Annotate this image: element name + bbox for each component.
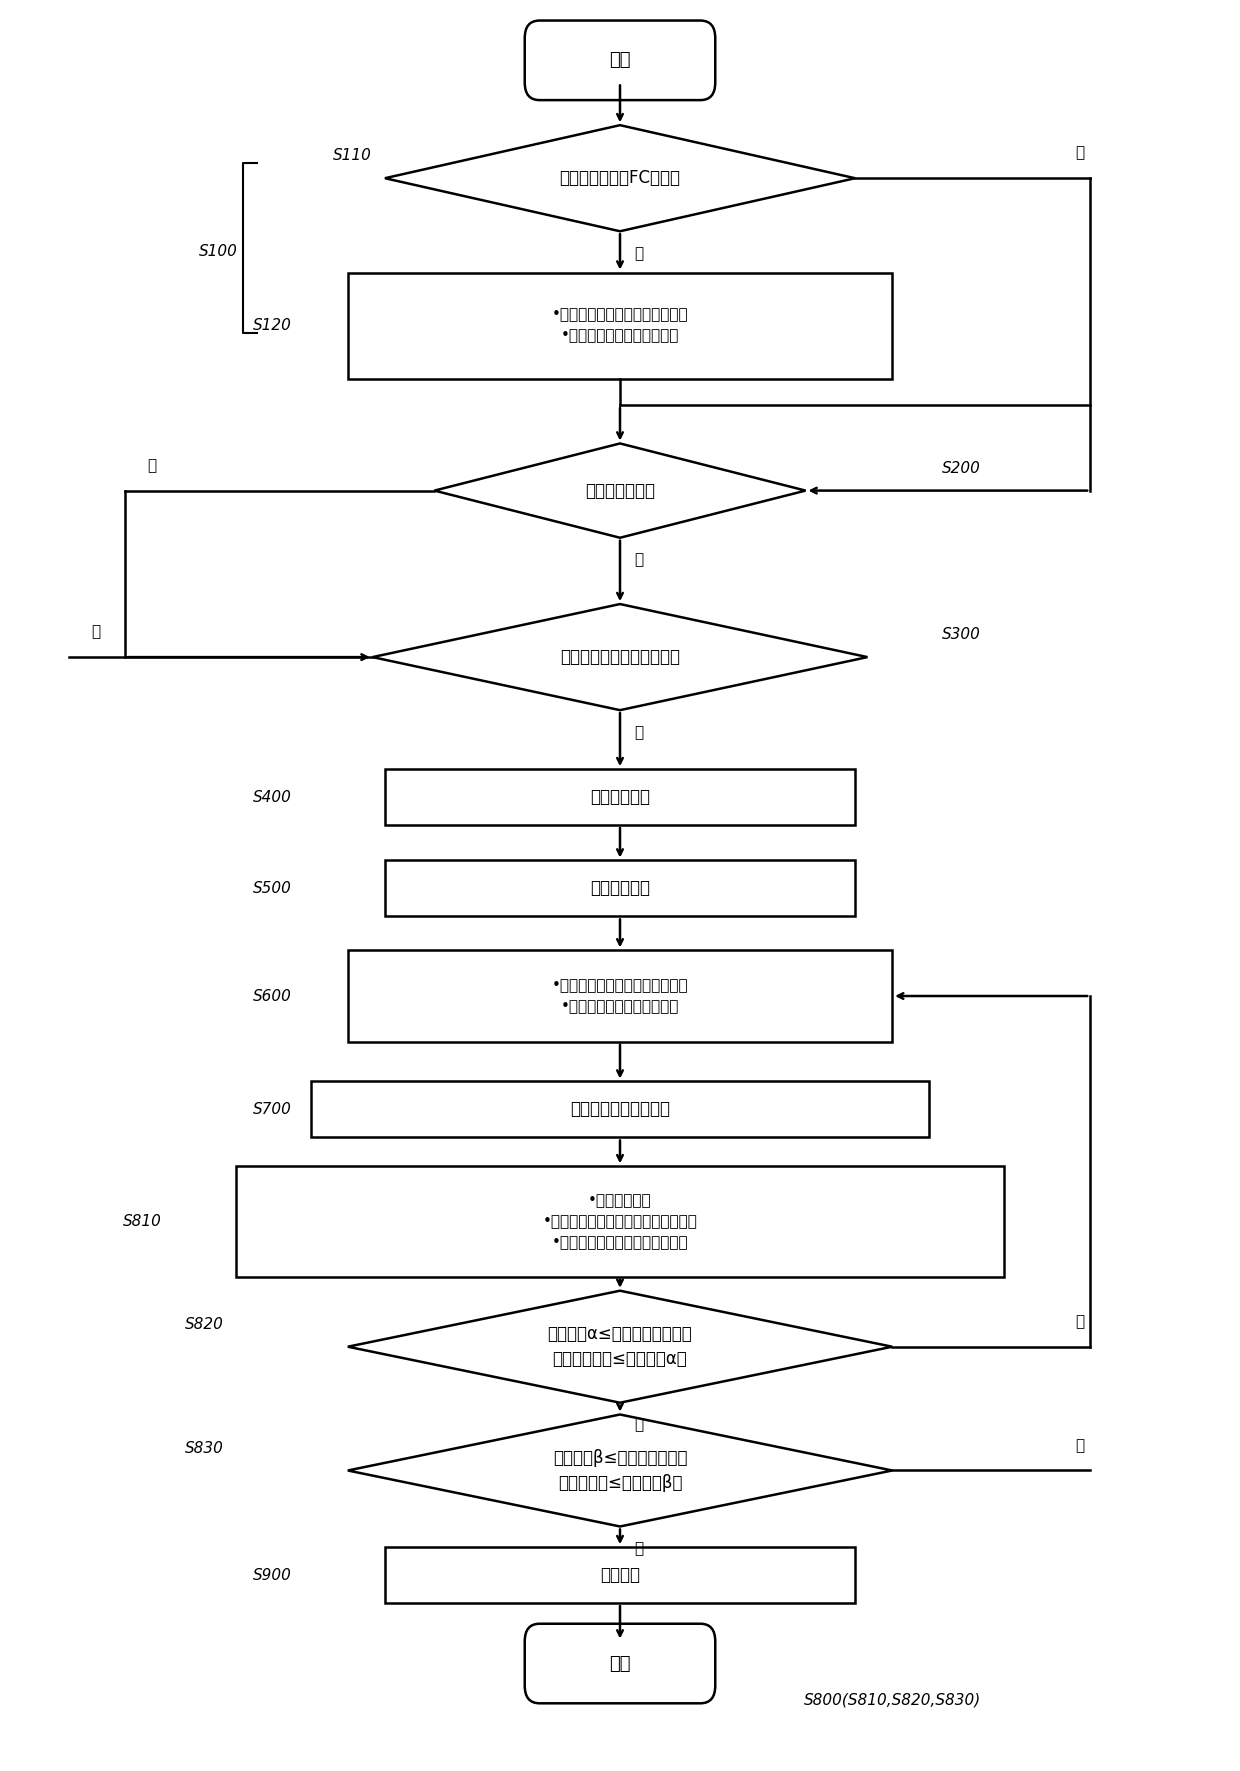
Text: 结束: 结束 <box>609 1654 631 1672</box>
Text: 阻断空气供应: 阻断空气供应 <box>590 788 650 806</box>
Text: 外部空气温度＜结冰温度？: 外部空气温度＜结冰温度？ <box>560 648 680 666</box>
Text: S830: S830 <box>185 1442 224 1456</box>
Text: 是: 是 <box>634 246 644 260</box>
Text: 否: 否 <box>1075 145 1084 161</box>
Text: S820: S820 <box>185 1318 224 1332</box>
FancyBboxPatch shape <box>525 1624 715 1704</box>
Text: •计算电池电压减小时间的参考值
•计算电池电压偏差的参考值: •计算电池电压减小时间的参考值 •计算电池电压偏差的参考值 <box>552 308 688 344</box>
Bar <box>237 1167 1003 1277</box>
Polygon shape <box>347 1291 893 1403</box>
Text: •计算电池电压减小时间的当前值
•计算电池电压偏差的当前值: •计算电池电压减小时间的当前值 •计算电池电压偏差的当前值 <box>552 978 688 1015</box>
Text: •阻断空气供应
•计算电池电压减小时间的再次估计值
•计算电池电压偏差的再次估计值: •阻断空气供应 •计算电池电压减小时间的再次估计值 •计算电池电压偏差的再次估计… <box>543 1194 697 1250</box>
Polygon shape <box>384 126 856 232</box>
Text: 是: 是 <box>634 1541 644 1557</box>
Bar <box>347 273 893 379</box>
Text: 是: 是 <box>634 553 644 567</box>
Text: S120: S120 <box>253 319 293 333</box>
Text: 是: 是 <box>634 724 644 740</box>
Bar <box>384 1548 856 1603</box>
Text: 否: 否 <box>92 625 100 639</box>
Polygon shape <box>372 604 868 710</box>
Text: S810: S810 <box>123 1213 162 1229</box>
Text: S900: S900 <box>253 1567 293 1583</box>
Text: S110: S110 <box>334 149 372 163</box>
Text: 启动之后的第一FC停止？: 启动之后的第一FC停止？ <box>559 170 681 188</box>
Text: S400: S400 <box>253 790 293 804</box>
Text: S500: S500 <box>253 880 293 896</box>
Text: 参考值－α≤电池电压减小时间
的再次估计值≤参考值＋α？: 参考值－α≤电池电压减小时间 的再次估计值≤参考值＋α？ <box>548 1325 692 1369</box>
Text: 开始: 开始 <box>609 51 631 69</box>
Text: 完成关闭: 完成关闭 <box>600 1566 640 1583</box>
Text: 控制空气压缩机的驱动: 控制空气压缩机的驱动 <box>570 1100 670 1119</box>
Bar <box>384 861 856 916</box>
Bar <box>347 951 893 1041</box>
Bar <box>384 769 856 825</box>
Text: 否: 否 <box>1075 1314 1084 1328</box>
Bar <box>311 1082 929 1137</box>
Text: 否: 否 <box>148 459 156 473</box>
Text: S100: S100 <box>198 244 237 259</box>
Text: S200: S200 <box>941 460 981 476</box>
Polygon shape <box>434 443 806 538</box>
Text: S300: S300 <box>941 627 981 643</box>
Polygon shape <box>347 1415 893 1527</box>
Text: 燃料电池关闭？: 燃料电池关闭？ <box>585 482 655 499</box>
Text: 测量电池电压: 测量电池电压 <box>590 880 650 898</box>
Text: S600: S600 <box>253 988 293 1004</box>
Text: 参考值－β≤电池电压偏差的
再次估计值≤参考值＋β？: 参考值－β≤电池电压偏差的 再次估计值≤参考值＋β？ <box>553 1449 687 1491</box>
Text: 否: 否 <box>1075 1438 1084 1452</box>
Text: 是: 是 <box>634 1417 644 1433</box>
FancyBboxPatch shape <box>525 21 715 101</box>
Text: S800(S810,S820,S830): S800(S810,S820,S830) <box>804 1693 981 1707</box>
Text: S700: S700 <box>253 1102 293 1118</box>
